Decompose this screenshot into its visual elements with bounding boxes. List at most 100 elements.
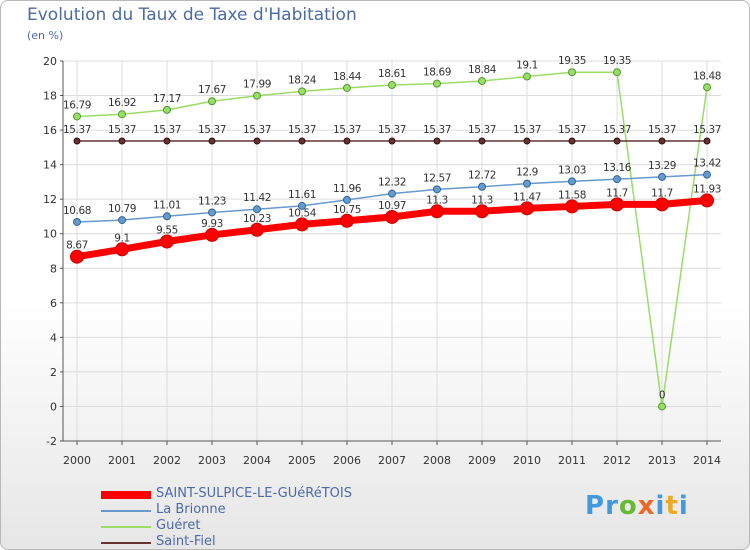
y-tick-label: 20: [43, 55, 57, 68]
data-label-saint-fiel: 15.37: [513, 124, 541, 136]
data-point-gueret: [703, 83, 711, 92]
data-label-saint-sulpice: 9.1: [114, 232, 130, 244]
legend-swatch-saint-fiel: [101, 542, 151, 544]
data-label-saint-sulpice: 11.7: [651, 187, 673, 199]
y-tick-label: 0: [50, 400, 57, 413]
y-tick-label: 16: [43, 124, 57, 137]
x-tick-label: 2011: [558, 454, 586, 467]
x-tick-label: 2009: [468, 454, 496, 467]
data-point-saint-fiel: [523, 137, 531, 145]
data-label-gueret: 19.35: [603, 55, 631, 67]
data-label-gueret: 18.44: [333, 71, 362, 83]
data-label-gueret: 17.99: [243, 79, 271, 91]
data-label-saint-fiel: 15.37: [63, 124, 91, 136]
data-point-la-brionne: [253, 205, 261, 214]
data-label-saint-sulpice: 11.58: [558, 189, 586, 201]
data-point-gueret: [478, 77, 486, 86]
data-label-saint-sulpice: 11.93: [693, 183, 721, 195]
data-point-saint-sulpice: [565, 199, 579, 214]
data-point-saint-sulpice: [430, 204, 444, 219]
data-label-gueret: 18.69: [423, 67, 451, 79]
legend-swatch-gueret: [101, 526, 151, 528]
data-point-saint-sulpice: [115, 242, 129, 257]
data-label-gueret: 16.92: [108, 97, 136, 109]
logo-letter: o: [618, 491, 638, 521]
data-label-saint-sulpice: 9.55: [156, 225, 178, 237]
data-label-la-brionne: 11.42: [243, 192, 271, 204]
x-tick-label: 2005: [288, 454, 316, 467]
logo-letter: i: [678, 491, 689, 521]
data-label-la-brionne: 12.57: [423, 172, 451, 184]
data-point-saint-sulpice: [655, 197, 669, 212]
data-point-la-brionne: [163, 212, 171, 221]
data-label-la-brionne: 13.42: [693, 158, 721, 170]
x-tick-label: 2014: [693, 454, 721, 467]
data-point-saint-fiel: [388, 137, 396, 145]
data-label-saint-sulpice: 11.3: [471, 194, 493, 206]
data-point-la-brionne: [343, 195, 351, 204]
data-point-saint-fiel: [298, 137, 306, 145]
logo-letter: x: [637, 491, 656, 521]
data-point-saint-fiel: [343, 137, 351, 145]
x-tick-label: 2010: [513, 454, 541, 467]
legend-swatch-saint-sulpice: [101, 491, 151, 499]
data-point-saint-fiel: [568, 137, 576, 145]
y-tick-label: 2: [50, 366, 57, 379]
data-label-saint-fiel: 15.37: [243, 124, 271, 136]
data-point-gueret: [433, 79, 441, 88]
logo-letter: P: [585, 491, 606, 521]
data-label-saint-fiel: 15.37: [603, 124, 631, 136]
data-label-layer: 8.67 9.1 9.55 9.93 10.23 10.54 10.75 10.97 11.3 1…: [63, 55, 721, 401]
data-point-saint-fiel: [208, 137, 216, 145]
x-tick-label: 2008: [423, 454, 451, 467]
data-point-gueret: [298, 87, 306, 96]
data-point-gueret: [523, 72, 531, 81]
logo-letter: t: [665, 491, 679, 521]
data-point-gueret: [658, 402, 666, 411]
data-label-saint-fiel: 15.37: [198, 124, 226, 136]
data-point-saint-sulpice: [295, 217, 309, 232]
proxiti-logo: Proxiti: [585, 491, 689, 521]
data-point-la-brionne: [613, 175, 621, 184]
data-label-la-brionne: 12.72: [468, 170, 496, 182]
y-tick-label: 6: [50, 297, 57, 310]
logo-letter: i: [655, 491, 666, 521]
data-label-saint-fiel: 15.37: [468, 124, 496, 136]
data-point-la-brionne: [298, 201, 306, 210]
data-label-la-brionne: 10.79: [108, 203, 136, 215]
data-point-saint-sulpice: [610, 197, 624, 212]
data-label-saint-sulpice: 10.75: [333, 204, 361, 216]
data-point-saint-fiel: [478, 137, 486, 145]
x-tick-label: 2012: [603, 454, 631, 467]
x-tick-label: 2003: [198, 454, 226, 467]
data-label-saint-sulpice: 11.47: [513, 191, 541, 203]
data-point-saint-sulpice: [700, 193, 714, 208]
data-point-saint-sulpice: [520, 201, 534, 216]
data-label-saint-sulpice: 10.97: [378, 200, 406, 212]
data-label-la-brionne: 12.32: [378, 177, 406, 189]
chart-title: Evolution du Taux de Taxe d'Habitation: [27, 5, 357, 25]
x-tick-label: 2006: [333, 454, 361, 467]
data-label-saint-sulpice: 9.93: [201, 218, 223, 230]
grid-layer: [63, 60, 721, 442]
data-point-gueret: [73, 112, 81, 121]
data-point-gueret: [388, 81, 396, 90]
data-label-gueret: 17.17: [153, 93, 181, 105]
data-label-saint-fiel: 15.37: [558, 124, 586, 136]
legend-label-gueret: Guéret: [156, 518, 201, 533]
legend-swatch-la-brionne: [101, 510, 151, 512]
data-point-saint-sulpice: [340, 213, 354, 228]
data-point-la-brionne: [703, 170, 711, 179]
data-point-saint-sulpice: [475, 204, 489, 219]
y-tick-label: -2: [46, 435, 57, 448]
data-point-saint-sulpice: [205, 227, 219, 242]
data-point-la-brionne: [388, 189, 396, 198]
data-label-gueret: 19.1: [516, 60, 538, 72]
data-label-gueret: 18.61: [378, 68, 406, 80]
data-point-saint-fiel: [163, 137, 171, 145]
data-label-la-brionne: 13.03: [558, 164, 586, 176]
data-label-la-brionne: 11.23: [198, 195, 226, 207]
y-tick-label: 18: [43, 90, 57, 103]
data-label-saint-fiel: 15.37: [648, 124, 676, 136]
